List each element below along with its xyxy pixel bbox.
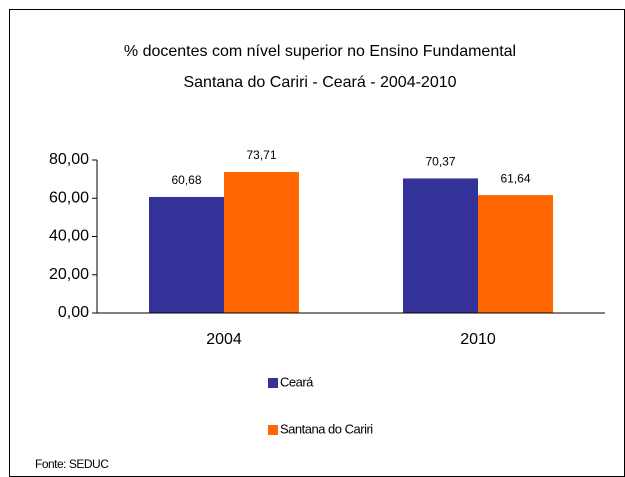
bar (149, 196, 224, 313)
bar (403, 178, 478, 313)
y-tick-label: 60,00 (49, 189, 89, 206)
bar (478, 195, 553, 313)
bar (224, 172, 299, 313)
x-tick-label: 2010 (460, 331, 496, 348)
source-note: Fonte: SEDUC (35, 457, 109, 471)
legend-swatch (268, 378, 278, 388)
data-label: 60,68 (171, 173, 201, 187)
y-tick-label: 40,00 (49, 228, 89, 245)
legend-swatch (268, 425, 278, 435)
data-label: 61,64 (500, 171, 530, 185)
chart-subtitle: Santana do Cariri - Ceará - 2004-2010 (183, 74, 456, 91)
y-tick-label: 80,00 (49, 151, 89, 168)
legend-label: Santana do Cariri (280, 421, 373, 436)
data-label: 70,37 (425, 155, 455, 169)
chart-title: % docentes com nível superior no Ensino … (124, 43, 516, 60)
data-label: 73,71 (246, 148, 276, 162)
y-tick-label: 20,00 (49, 266, 89, 283)
y-tick-label: 0,00 (58, 304, 89, 321)
legend-label: Ceará (280, 374, 314, 389)
x-tick-label: 2004 (206, 331, 242, 348)
